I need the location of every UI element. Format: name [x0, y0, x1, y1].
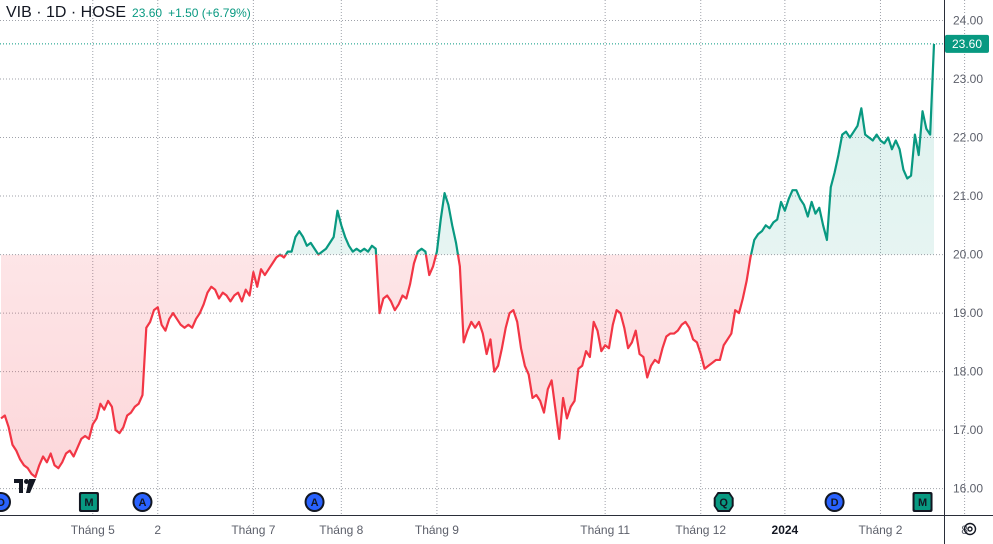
x-tick-label: Tháng 8	[319, 523, 363, 537]
y-tick-label: 22.00	[953, 131, 983, 145]
x-tick-label: Tháng 11	[580, 523, 630, 537]
y-tick-label: 24.00	[953, 13, 983, 27]
last-price-value: 23.60	[132, 6, 163, 20]
x-tick-label: Tháng 12	[675, 523, 726, 537]
y-tick-label: 21.00	[953, 189, 983, 203]
event-marker-label: D	[0, 497, 5, 509]
x-tick-label: 2	[154, 523, 161, 537]
x-tick-label: Tháng 5	[71, 523, 115, 537]
y-tick-label: 23.00	[953, 72, 983, 86]
x-tick-label: Tháng 9	[415, 523, 459, 537]
price-change-value: +1.50 (+6.79%)	[168, 6, 251, 20]
x-tick-label: Tháng 2	[858, 523, 902, 537]
event-marker-inner	[306, 494, 323, 510]
event-marker-inner	[0, 494, 9, 510]
event-marker-inner	[80, 494, 97, 510]
symbol-label[interactable]: VIB · 1D · HOSE	[6, 4, 127, 21]
x-tick-label: 2024	[772, 523, 799, 537]
event-marker-label: M	[918, 497, 927, 509]
event-marker-inner	[914, 494, 931, 510]
settings-icon[interactable]	[962, 521, 978, 537]
event-marker-inner	[134, 494, 151, 510]
chart-legend: VIB · 1D · HOSE 23.60 +1.50 (+6.79%)	[6, 4, 251, 22]
last-price-badge	[945, 34, 989, 53]
event-marker-label: A	[311, 497, 319, 509]
event-marker-label: D	[831, 497, 839, 509]
tradingview-logo-icon[interactable]	[14, 478, 36, 497]
price-line-up	[278, 43, 936, 255]
event-marker-label: M	[84, 497, 93, 509]
y-tick-label: 17.00	[953, 423, 983, 437]
area-below-baseline	[1, 254, 934, 477]
y-tick-label: 18.00	[953, 365, 983, 379]
y-tick-label: 20.00	[953, 248, 983, 262]
event-marker-label: A	[139, 497, 147, 509]
last-price-badge-label: 23.60	[952, 37, 982, 51]
event-marker-label: Q	[719, 497, 728, 509]
x-tick-label: Tháng 7	[231, 523, 275, 537]
area-above-baseline	[1, 43, 934, 255]
y-tick-label: 16.00	[953, 482, 983, 496]
y-tick-label: 19.00	[953, 306, 983, 320]
price-line-down	[0, 254, 753, 479]
event-marker-inner	[715, 494, 732, 510]
event-marker-inner	[826, 494, 843, 510]
